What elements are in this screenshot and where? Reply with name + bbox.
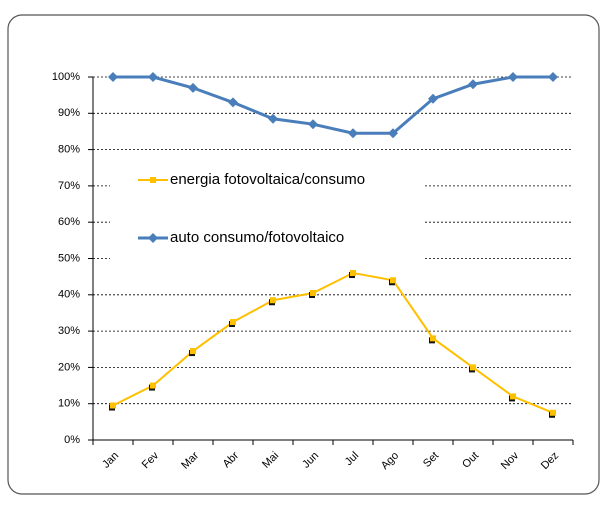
y-tick-label: 10% <box>58 398 80 410</box>
marker <box>228 97 238 108</box>
marker <box>388 128 398 139</box>
marker <box>550 409 556 416</box>
legend-marker <box>150 177 156 183</box>
marker <box>270 297 276 304</box>
y-tick-label: 70% <box>58 180 80 192</box>
marker <box>348 128 358 139</box>
legend <box>110 150 425 268</box>
marker <box>510 393 516 400</box>
marker <box>350 270 356 277</box>
marker <box>150 382 156 389</box>
y-tick-label: 20% <box>58 361 80 373</box>
series-line <box>112 271 554 414</box>
marker <box>310 289 316 296</box>
legend-label: auto consumo/fotovoltaico <box>170 229 344 246</box>
marker <box>430 335 436 342</box>
marker <box>470 364 476 371</box>
y-tick-label: 30% <box>58 325 80 337</box>
marker <box>188 82 198 93</box>
y-tick-label: 0% <box>64 434 80 446</box>
y-tick-label: 80% <box>58 144 80 156</box>
y-tick-label: 50% <box>58 252 80 264</box>
legend-marker <box>148 233 158 243</box>
marker <box>148 72 158 82</box>
series-line <box>113 75 553 135</box>
marker <box>108 72 118 82</box>
marker <box>230 319 236 326</box>
marker <box>428 93 438 104</box>
legend-label: energia fotovoltaica/consumo <box>170 171 365 188</box>
marker <box>390 277 396 284</box>
marker <box>548 72 558 82</box>
marker <box>308 119 318 130</box>
y-tick-label: 40% <box>58 289 80 301</box>
marker <box>508 72 518 82</box>
marker <box>468 79 478 90</box>
y-tick-label: 100% <box>52 71 80 83</box>
marker <box>268 113 278 124</box>
marker <box>110 402 116 409</box>
y-tick-label: 90% <box>58 107 80 119</box>
marker <box>190 348 196 355</box>
y-tick-label: 60% <box>58 216 80 228</box>
